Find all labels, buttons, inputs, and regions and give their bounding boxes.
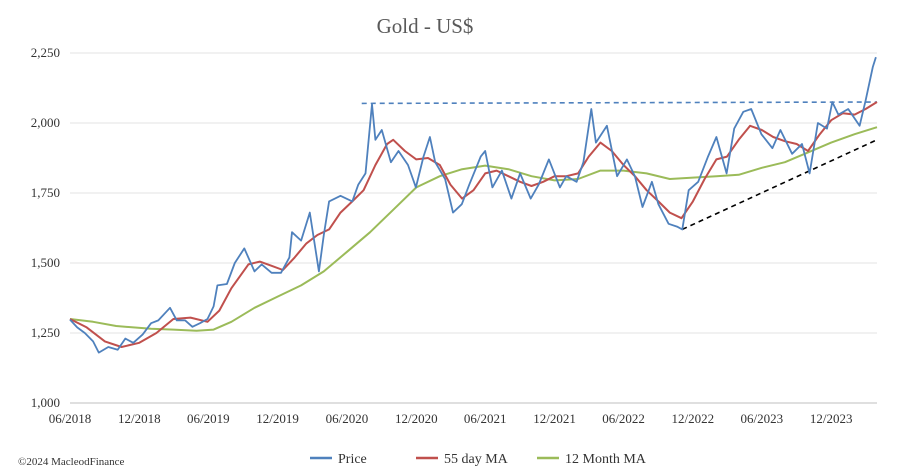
series-line-55-day-ma [69, 101, 878, 348]
chart-title: Gold - US$ [377, 14, 474, 38]
resistance-line [361, 101, 878, 105]
y-tick-label: 1,250 [31, 325, 60, 340]
legend-label: 12 Month MA [565, 452, 647, 467]
x-tick-label: 06/2021 [464, 411, 507, 426]
grid [70, 52, 877, 404]
x-tick-label: 06/2018 [49, 411, 92, 426]
y-tick-label: 1,000 [31, 395, 60, 410]
x-tick-label: 06/2020 [326, 411, 369, 426]
legend-label: Price [338, 452, 367, 467]
support-trendline [681, 139, 878, 231]
x-tick-label: 12/2022 [672, 411, 715, 426]
x-tick-label: 12/2023 [810, 411, 853, 426]
x-tick-label: 12/2019 [256, 411, 299, 426]
y-tick-label: 2,250 [31, 45, 60, 60]
annotations [361, 101, 878, 231]
x-tick-label: 06/2023 [741, 411, 784, 426]
x-tick-label: 12/2020 [395, 411, 438, 426]
x-tick-label: 12/2018 [118, 411, 161, 426]
x-tick-label: 06/2022 [602, 411, 645, 426]
series-layer [69, 56, 878, 354]
legend: Price 55 day MA 12 Month MA [310, 452, 647, 467]
legend-label: 55 day MA [444, 452, 509, 467]
y-tick-label: 1,750 [31, 185, 60, 200]
x-tick-label: 12/2021 [533, 411, 576, 426]
series-line-price [69, 56, 877, 354]
y-axis: 1,000 1,250 1,500 1,750 2,000 2,250 [31, 45, 60, 410]
y-tick-label: 2,000 [31, 115, 60, 130]
x-tick-label: 06/2019 [187, 411, 230, 426]
copyright-text: ©2024 MacleodFinance [18, 456, 125, 468]
x-axis: 06/2018 12/2018 06/2019 12/2019 06/2020 12/20… [49, 411, 853, 426]
y-tick-label: 1,500 [31, 255, 60, 270]
series-line-12-month-ma [69, 126, 878, 332]
